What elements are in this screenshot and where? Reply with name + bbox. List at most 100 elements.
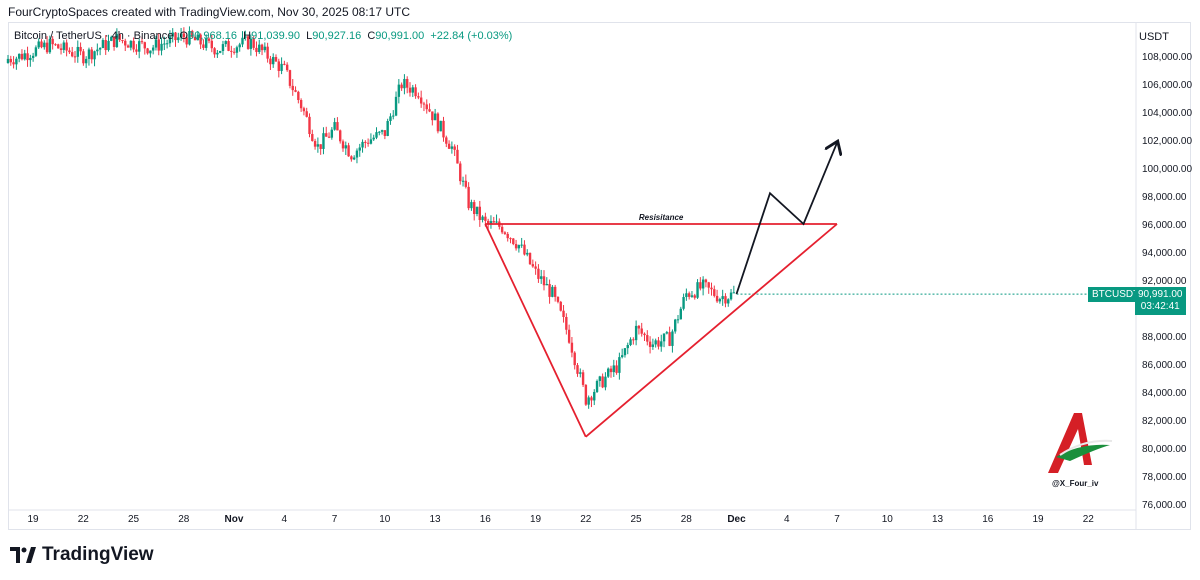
candle-body xyxy=(263,46,267,51)
candle xyxy=(609,365,613,378)
candle xyxy=(419,90,423,108)
candle-body xyxy=(548,283,551,297)
candle-body xyxy=(690,295,694,297)
candle xyxy=(364,140,367,149)
candle-body xyxy=(341,141,345,149)
candle-body xyxy=(729,292,733,300)
candle-body xyxy=(701,279,705,289)
candle-body xyxy=(51,38,54,45)
candle xyxy=(73,50,77,63)
candle xyxy=(470,199,473,211)
price-tick-label: 82,000.00 xyxy=(1142,416,1187,427)
candle-body xyxy=(294,90,297,92)
candle xyxy=(179,27,183,41)
tradingview-logo[interactable]: TradingView xyxy=(10,544,154,566)
candle-body xyxy=(665,332,669,334)
candle xyxy=(149,50,152,58)
candle xyxy=(299,98,303,112)
candle xyxy=(679,306,682,320)
candle-body xyxy=(82,51,85,64)
candle-body xyxy=(570,342,574,353)
candle-body xyxy=(447,143,451,149)
candle-body xyxy=(375,132,378,138)
candle xyxy=(107,34,110,52)
candle xyxy=(665,330,669,335)
candle xyxy=(269,55,272,71)
candle-body xyxy=(43,42,46,48)
candle-body xyxy=(450,146,454,149)
candle xyxy=(380,129,384,135)
candle-body xyxy=(403,78,406,89)
candle-body xyxy=(576,365,579,374)
candle xyxy=(96,43,99,56)
candle-body xyxy=(54,44,57,46)
candle xyxy=(553,284,557,302)
candle xyxy=(450,141,454,154)
candle xyxy=(727,298,730,307)
candle xyxy=(618,352,621,380)
time-tick-label: 16 xyxy=(480,514,492,525)
candle xyxy=(280,57,283,75)
candle xyxy=(598,375,602,387)
candle-body xyxy=(316,144,320,147)
candle-body xyxy=(620,355,624,358)
candle-body xyxy=(291,85,294,91)
candle xyxy=(369,133,373,145)
candle xyxy=(235,45,239,58)
candle xyxy=(84,56,88,69)
candle-body xyxy=(135,49,138,52)
candle-body xyxy=(431,111,434,121)
legend-close-label: C xyxy=(367,30,376,42)
candle-body xyxy=(179,33,183,38)
price-tick-label: 104,000.00 xyxy=(1142,108,1192,119)
candle-body xyxy=(107,40,110,51)
candle-body xyxy=(459,163,462,182)
candle-body xyxy=(185,37,188,45)
candle xyxy=(417,92,420,100)
price-tick-label: 102,000.00 xyxy=(1142,136,1192,147)
price-tick-label: 80,000.00 xyxy=(1142,444,1187,455)
candle xyxy=(559,300,562,312)
candle-body xyxy=(352,157,356,160)
candle-body xyxy=(551,286,554,297)
candle xyxy=(676,314,680,324)
candle xyxy=(272,53,275,68)
candle-body xyxy=(581,372,585,385)
candle xyxy=(506,232,509,242)
candle-body xyxy=(422,103,426,105)
candle xyxy=(68,47,71,54)
candle xyxy=(570,336,574,358)
candle xyxy=(540,269,543,284)
candle xyxy=(210,34,213,53)
candle-body xyxy=(311,134,314,141)
candle-body xyxy=(732,292,736,294)
candle xyxy=(512,238,515,246)
candle xyxy=(9,55,12,66)
candle-body xyxy=(177,37,180,41)
candle xyxy=(258,39,261,54)
candle xyxy=(584,384,588,406)
candle xyxy=(721,289,724,306)
candle-body xyxy=(235,47,239,53)
candle xyxy=(372,134,375,141)
candle xyxy=(654,338,657,348)
projection-arrow xyxy=(735,143,838,295)
candle-body xyxy=(567,329,571,343)
candle-body xyxy=(232,51,236,53)
candle xyxy=(29,54,32,67)
triangle-pattern xyxy=(484,143,838,438)
candle xyxy=(682,293,685,311)
candle-body xyxy=(696,282,699,298)
legend-high-label: H xyxy=(243,30,252,42)
candle-body xyxy=(713,289,716,296)
candle-body xyxy=(196,34,200,41)
candle-body xyxy=(182,33,186,38)
ticker-badge: BTCUSDT xyxy=(1088,287,1144,302)
candle-body xyxy=(626,345,629,349)
candle-body xyxy=(562,310,565,317)
candle xyxy=(54,43,57,46)
candle xyxy=(174,32,177,47)
candle-body xyxy=(299,100,303,109)
time-tick-label: 22 xyxy=(580,514,592,525)
